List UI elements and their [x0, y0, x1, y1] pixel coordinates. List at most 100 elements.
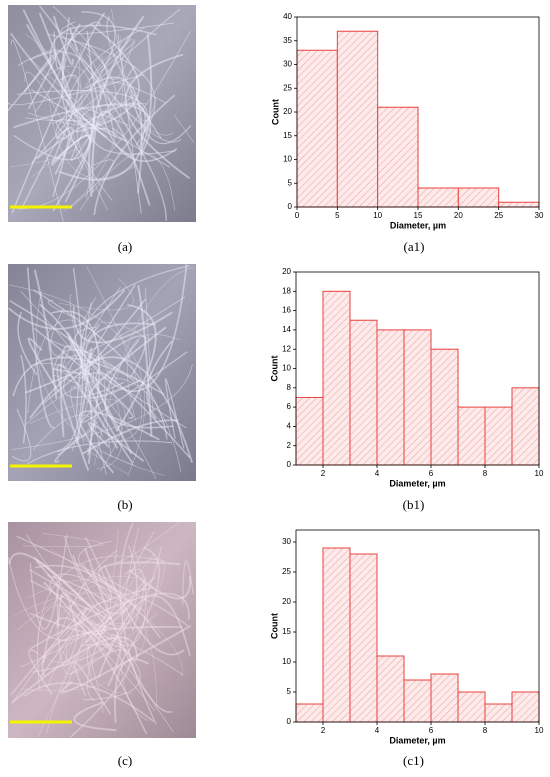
fiber	[86, 448, 136, 475]
fiber	[115, 303, 157, 432]
fiber	[81, 586, 154, 630]
y-tick-label: 5	[287, 687, 292, 696]
fiber	[28, 649, 53, 695]
y-tick-label: 14	[282, 325, 291, 334]
bar	[498, 201, 540, 208]
fiber	[36, 103, 147, 160]
y-tick-label: 10	[283, 155, 292, 164]
fiber	[47, 574, 106, 603]
fiber	[74, 326, 187, 429]
fiber	[28, 579, 126, 666]
fiber	[17, 311, 38, 376]
y-tick-label: 5	[288, 178, 293, 187]
fiber	[84, 547, 172, 713]
fiber	[75, 23, 140, 133]
fiber	[23, 682, 155, 723]
fiber	[88, 326, 167, 399]
y-axis-label: Count	[269, 356, 279, 382]
fiber	[52, 134, 92, 212]
fiber	[92, 553, 155, 695]
bar	[349, 319, 378, 466]
fiber	[63, 536, 163, 627]
plot-frame	[295, 529, 540, 723]
fiber	[55, 118, 116, 143]
fiber	[10, 606, 88, 696]
fiber	[54, 435, 81, 463]
x-tick-label: 0	[295, 211, 300, 220]
fiber	[63, 324, 125, 398]
panel-label: (c)	[118, 753, 132, 768]
y-tick-label: 16	[282, 306, 291, 315]
fiber	[103, 565, 185, 656]
fiber	[7, 21, 102, 112]
fiber	[13, 103, 152, 156]
fiber	[59, 550, 118, 636]
panel-label: (a1)	[404, 239, 425, 254]
fiber	[114, 521, 180, 563]
fiber	[78, 540, 130, 597]
fiber	[110, 8, 157, 121]
y-tick-label: 35	[283, 36, 292, 45]
bar	[336, 30, 379, 208]
y-tick-label: 25	[283, 83, 292, 92]
fiber	[42, 617, 148, 735]
fiber	[32, 545, 138, 673]
fiber	[47, 33, 156, 133]
bar	[322, 547, 351, 723]
fiber	[56, 580, 79, 667]
x-tick-label: 10	[373, 211, 382, 220]
x-tick-label: 30	[535, 211, 544, 220]
fiber	[50, 296, 186, 358]
x-tick-label: 6	[429, 469, 434, 478]
fiber	[32, 289, 168, 440]
fiber	[182, 560, 194, 606]
fiber	[11, 364, 193, 450]
x-tick-label: 5	[335, 211, 340, 220]
x-tick-label: 2	[321, 469, 326, 478]
y-tick-label: 40	[283, 12, 292, 21]
y-tick-label: 8	[287, 383, 292, 392]
fiber	[46, 600, 134, 689]
panel-label: (a)	[118, 239, 132, 254]
fiber	[107, 633, 121, 687]
y-tick-label: 12	[282, 344, 291, 353]
bar	[457, 691, 486, 723]
fiber	[33, 269, 58, 399]
y-tick-label: 10	[282, 657, 291, 666]
x-tick-label: 25	[494, 211, 503, 220]
fiber	[59, 584, 104, 620]
fiber	[7, 289, 126, 330]
fiber	[26, 534, 147, 647]
y-tick-label: 30	[283, 60, 292, 69]
fiber	[19, 585, 112, 668]
fiber	[13, 592, 157, 709]
bar	[295, 703, 324, 723]
fiber	[97, 595, 191, 679]
y-tick-label: 2	[287, 441, 292, 450]
fiber	[10, 32, 134, 159]
panel-label: (b1)	[403, 497, 425, 512]
fiber	[86, 636, 184, 681]
fiber	[69, 649, 127, 675]
bar	[349, 553, 378, 723]
micrograph	[7, 5, 196, 738]
fiber	[23, 52, 57, 110]
fiber	[97, 561, 181, 593]
fiber	[94, 267, 194, 466]
bar	[295, 396, 324, 466]
fiber	[41, 65, 95, 200]
fiber	[56, 364, 119, 471]
fiber	[69, 294, 107, 476]
y-tick-label: 20	[282, 267, 291, 276]
fibers	[7, 5, 195, 738]
fiber	[85, 76, 143, 194]
fiber	[93, 94, 176, 215]
fiber	[58, 33, 153, 181]
fiber	[24, 5, 117, 122]
y-axis-label: Count	[270, 99, 280, 125]
fiber	[59, 603, 156, 712]
fiber	[73, 661, 112, 715]
fiber	[47, 299, 76, 319]
fiber	[86, 531, 155, 702]
